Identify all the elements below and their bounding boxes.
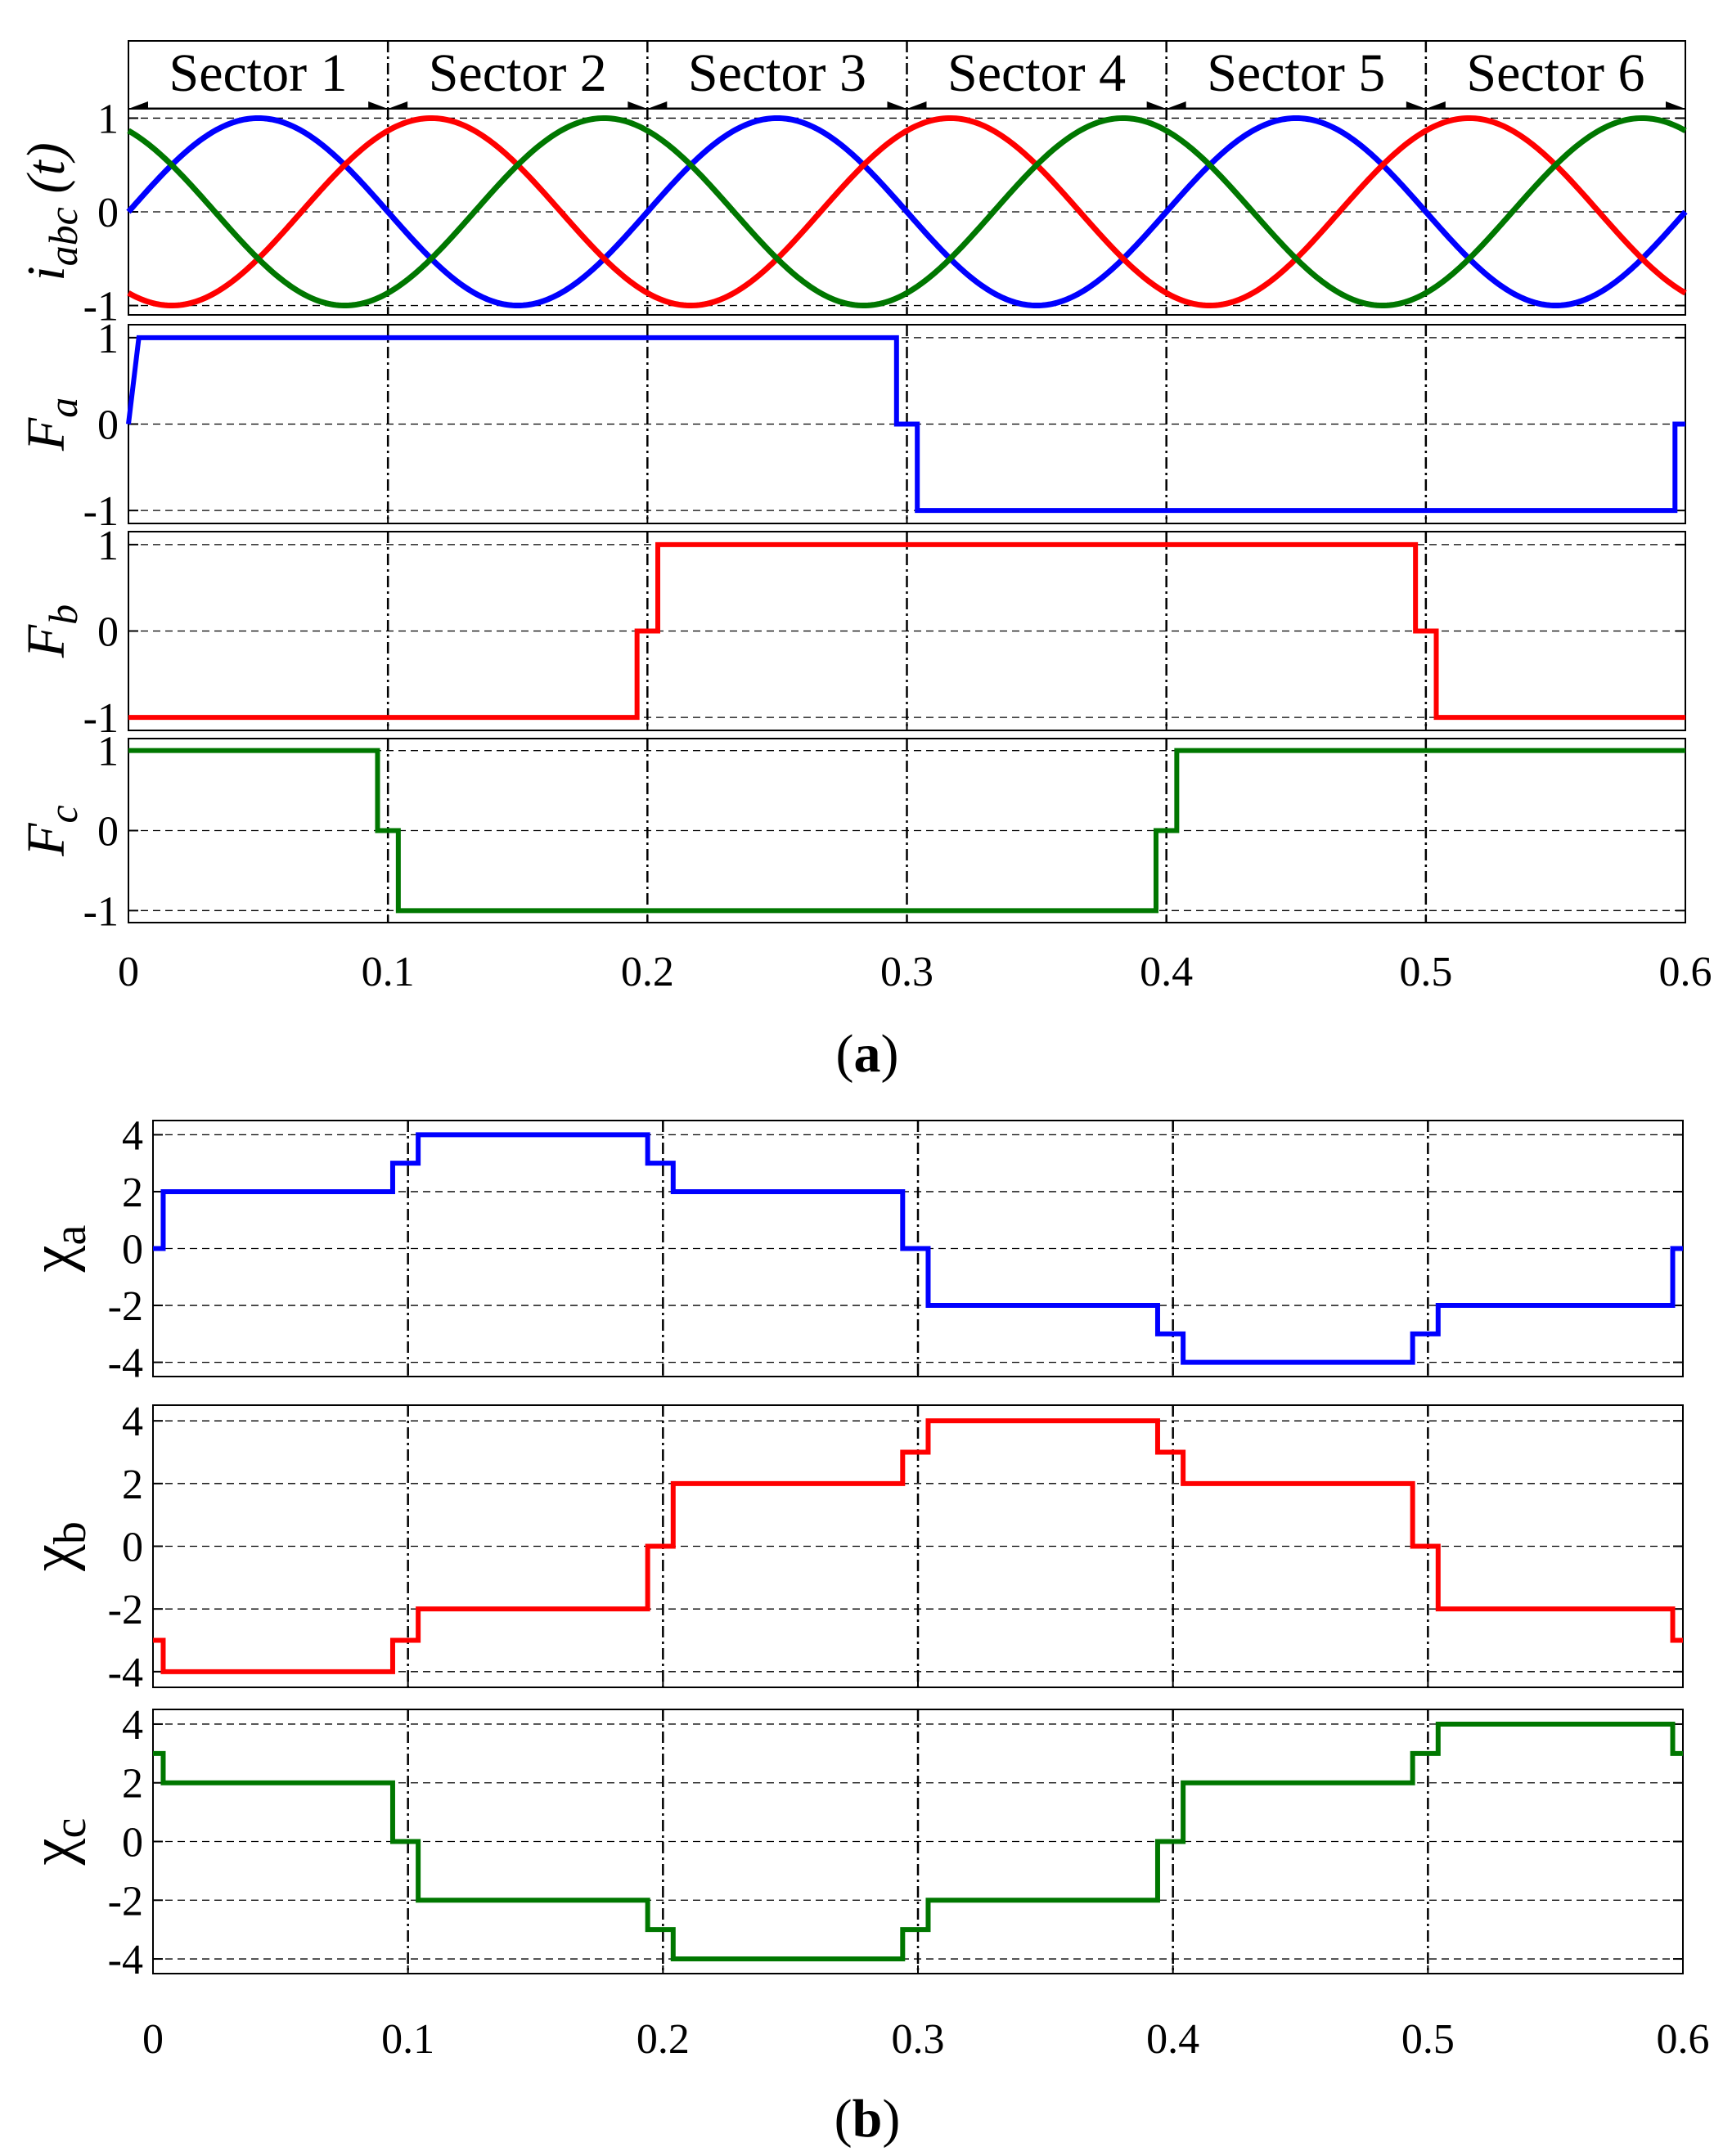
ylabel-subscript: a [45, 1225, 96, 1246]
xtick-label: 0.3 [892, 2016, 945, 2063]
xtick-label: 0.5 [1401, 2016, 1455, 2063]
ylabel: χa [19, 1225, 96, 1273]
ytick-label: -4 [108, 1650, 143, 1696]
ylabel: χc [19, 1818, 96, 1866]
ylabel-subscript: c [45, 1818, 96, 1839]
ytick-label: 1 [97, 316, 119, 362]
ylabel-subscript: c [40, 805, 86, 823]
ylabel-subscript: abc [40, 207, 86, 266]
figure-panel-a: Sector 1 Sector 2 Sector 3 Sector 4 Sector 5… [16, 40, 1712, 1084]
ytick-label: -2 [108, 1878, 143, 1925]
sector-label: Sector 3 [688, 43, 866, 103]
ylabel-main: F [16, 417, 76, 451]
ylabel-suffix: (t) [16, 142, 76, 207]
ytick-label: 1 [97, 96, 119, 142]
xtick-label: 0.6 [1657, 2016, 1710, 2063]
xtick-label: 0.4 [1140, 949, 1193, 995]
sector-label: Sector 5 [1207, 43, 1385, 103]
ytick-label: 2 [122, 1761, 143, 1808]
ytick-label: 0 [97, 190, 119, 236]
xtick-label: 0.1 [362, 949, 415, 995]
xtick-label: 0.1 [381, 2016, 434, 2063]
ytick-label: 0 [97, 609, 119, 656]
subplot-xa: 4 2 0 -2 -4 χa [19, 1112, 1684, 1387]
ytick-label: 1 [97, 729, 119, 775]
series-line-xb [153, 1418, 1683, 1674]
ytick-label: -2 [108, 1283, 143, 1330]
series-line-iabc [127, 115, 1687, 309]
ytick-label: 2 [122, 1170, 143, 1216]
ytick-label: -1 [83, 488, 119, 535]
xtick-label: 0 [118, 949, 139, 995]
ylabel-subscript: b [45, 1521, 96, 1544]
xtick-label: 0.2 [637, 2016, 690, 2063]
panel-label: (a) [836, 1024, 899, 1084]
ytick-label: -1 [83, 284, 119, 330]
ytick-label: -2 [108, 1587, 143, 1633]
sector-label: Sector 2 [429, 43, 607, 103]
ytick-label: 4 [122, 1399, 143, 1445]
series-line-Fa [126, 335, 1685, 514]
ytick-label: -4 [108, 1341, 143, 1387]
xtick-label: 0 [142, 2016, 164, 2063]
series-line-iabc [126, 115, 1688, 309]
sector-label: Sector 6 [1466, 43, 1644, 103]
ylabel-subscript: b [40, 604, 86, 625]
ylabel: χb [19, 1521, 96, 1572]
ytick-label: 1 [97, 523, 119, 569]
sector-label: Sector 4 [947, 43, 1126, 103]
ylabel-subscript: a [40, 398, 86, 418]
series-line-xc [153, 1721, 1683, 1962]
subplot-xb: 4 2 0 -2 -4 χb [19, 1399, 1684, 1696]
ytick-label: 4 [122, 1702, 143, 1749]
xtick-label: 0.5 [1399, 949, 1452, 995]
series-line-Fb [128, 541, 1685, 721]
xtick-label: 0.6 [1659, 949, 1712, 995]
ytick-label: -4 [108, 1937, 143, 1983]
subplot-xc: 4 2 0 -2 -4 χc [19, 1702, 1684, 1983]
ylabel: Fc [16, 805, 86, 857]
xtick-label: 0.2 [621, 949, 674, 995]
ylabel: iabc (t) [16, 142, 86, 281]
ylabel-main: F [16, 624, 76, 658]
ytick-label: 0 [122, 1525, 143, 1571]
ytick-label: 0 [122, 1227, 143, 1273]
ylabel-main: χ [19, 1245, 86, 1273]
subplot-Fb: 1 0 -1 Fb [16, 523, 1686, 742]
ytick-label: -1 [83, 695, 119, 742]
ylabel: Fb [16, 604, 86, 658]
ylabel-main: F [16, 823, 76, 857]
ylabel-main: i [16, 266, 76, 281]
ytick-label: 2 [122, 1462, 143, 1508]
ylabel-main: χ [19, 1838, 86, 1866]
series-line-iabc [127, 115, 1687, 309]
ylabel-main: χ [19, 1544, 86, 1572]
subplot-Fc: 10-1Fc [16, 729, 1686, 935]
ytick-label: 0 [122, 1820, 143, 1866]
xtick-label: 0.4 [1146, 2016, 1199, 2063]
panel-label: (b) [835, 2089, 901, 2149]
ytick-label: 4 [122, 1112, 143, 1159]
subplot-Fa: 1 0 -1 Fa [16, 316, 1686, 535]
series-line-Fc [128, 748, 1685, 914]
ytick-label: 0 [97, 809, 119, 856]
ytick-label: -1 [83, 888, 119, 935]
series-line-xa [153, 1132, 1683, 1365]
sector-label: Sector 1 [169, 43, 348, 103]
ylabel: Fa [16, 398, 86, 451]
ytick-label: 0 [97, 402, 119, 449]
xtick-label: 0.3 [880, 949, 933, 995]
